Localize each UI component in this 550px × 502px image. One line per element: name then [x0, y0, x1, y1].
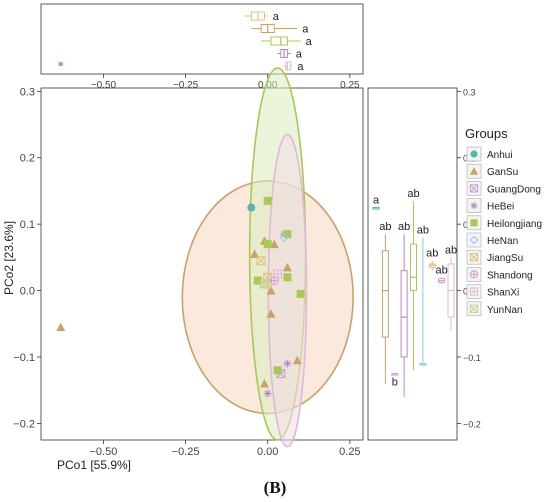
x-tick-label: −0.50: [90, 446, 118, 458]
legend-key-henan: [469, 235, 479, 245]
point-yunnan: [259, 279, 269, 289]
right-box-label: ab: [436, 264, 448, 276]
y-tick-label: 0.0: [20, 286, 35, 298]
point-gansu: [266, 286, 276, 295]
top-x-tick-label: 0.25: [340, 80, 360, 91]
right-box-label: ab: [426, 248, 438, 260]
right-box-label: ab: [379, 221, 391, 233]
figure-caption: (B): [263, 478, 287, 497]
right-y-tick-label: −0.1: [463, 353, 481, 363]
legend-label-gansu: GanSu: [487, 167, 518, 178]
legend-title: Groups: [465, 126, 508, 141]
x-axis-label: PCo1 [55.9%]: [57, 458, 131, 472]
legend-key-heilongjiang: [470, 219, 478, 227]
right-box-heilongjiang: [410, 243, 417, 292]
top-box-label: a: [297, 61, 304, 73]
point-shanxi: [273, 269, 283, 279]
top-box-label: a: [296, 49, 303, 61]
top-x-tick-label: −0.25: [173, 80, 199, 91]
right-box-label: b: [392, 377, 398, 389]
legend-label-shandong: Shandong: [487, 270, 533, 281]
x-tick-label: 0.25: [339, 446, 360, 458]
right-box-hebei: [400, 270, 408, 358]
top-x-tick-label: −0.50: [91, 80, 117, 91]
legend-label-yunnan: YunNan: [487, 305, 523, 316]
point-gansu: [266, 309, 276, 318]
legend-key-yunnan: [469, 304, 479, 313]
legend: Groups Anhui GanSu GuangDong HeBei Heilongji…: [465, 126, 542, 317]
y-tick-label: 0.3: [20, 86, 35, 98]
point-jiangsu: [256, 256, 266, 266]
legend-label-jiangsu: JiangSu: [487, 253, 523, 264]
point-heilongjiang: [263, 240, 272, 249]
point-hebei: [283, 359, 292, 368]
y-tick-label: −0.1: [13, 352, 35, 364]
point-heilongjiang: [263, 196, 272, 205]
point-heilongjiang: [283, 230, 292, 239]
main-scatter-panel: −0.50 −0.25 0.00 0.25 −0.2 −0.1 0.0 0.1 0.2 0.3: [13, 67, 364, 458]
point-henan: [279, 232, 289, 243]
point-gansu: [269, 239, 279, 249]
top-box-heilongjiang: [270, 36, 288, 46]
point-heilongjiang: [273, 366, 282, 375]
x-tick-label: 0.00: [257, 446, 278, 458]
point-gansu: [259, 379, 269, 388]
top-outlier-point: [58, 61, 64, 67]
legend-label-shanxi: ShanXi: [487, 288, 519, 299]
legend-label-heilongjiang: Heilongjiang: [487, 219, 542, 230]
top-box-label: a: [302, 24, 309, 36]
legend-label-henan: HeNan: [487, 236, 518, 247]
point-gansu: [282, 262, 292, 272]
legend-key-gansu: [469, 167, 479, 175]
right-box-label: ab: [407, 188, 419, 200]
y-tick-label: 0.1: [20, 219, 35, 231]
point-anhui: [247, 203, 256, 212]
point-heilongjiang: [283, 273, 292, 282]
legend-key-shanxi: [469, 287, 479, 296]
right-box-label: ab: [445, 244, 457, 256]
legend-label-guangdong: GuangDong: [487, 184, 541, 195]
point-heilongjiang: [296, 289, 305, 298]
x-tick-label: −0.25: [172, 446, 200, 458]
point-gansu: [292, 355, 302, 365]
y-axis-label: PCo2 [23.6%]: [2, 221, 16, 295]
y-tick-label: −0.2: [13, 418, 35, 430]
legend-key-shandong: [469, 270, 479, 279]
legend-key-bg: [466, 232, 482, 248]
right-y-tick-label: −0.2: [463, 419, 481, 429]
legend-key-hebei: [470, 202, 478, 210]
legend-key-guangdong: [469, 184, 479, 193]
legend-label-hebei: HeBei: [487, 202, 514, 213]
point-gansu: [250, 249, 260, 259]
top-box-label: a: [306, 36, 313, 48]
top-box-shanxi: [285, 61, 292, 71]
top-box-label: a: [273, 11, 280, 23]
right-box-label: ab: [417, 224, 429, 236]
right-box-label: a: [373, 195, 380, 207]
right-box-gansu: [381, 250, 389, 338]
legend-key-jiangsu: [469, 253, 479, 262]
right-y-tick-label: 0.3: [463, 87, 476, 97]
point-heilongjiang: [253, 276, 262, 285]
right-box-label: ab: [398, 221, 410, 233]
point-hebei: [263, 389, 272, 398]
legend-key-anhui: [470, 150, 478, 158]
y-tick-label: 0.2: [20, 153, 35, 165]
legend-label-anhui: Anhui: [487, 150, 513, 161]
point-gansu: [56, 322, 66, 332]
